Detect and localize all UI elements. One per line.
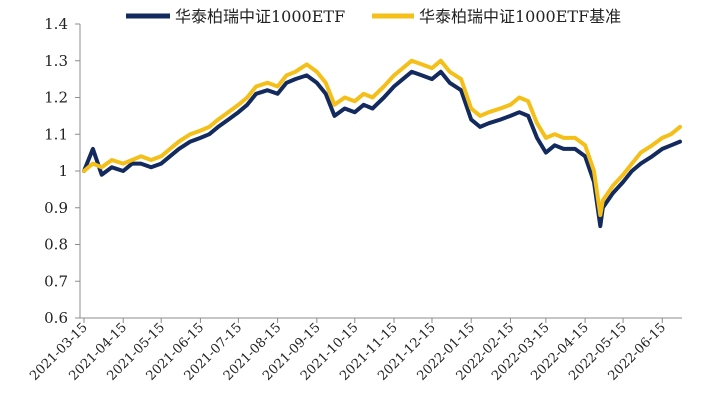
y-tick-label: 0.6 <box>44 309 68 327</box>
y-tick-label: 0.7 <box>44 272 68 290</box>
y-tick-label: 1.1 <box>44 125 68 143</box>
y-tick-label: 1.3 <box>44 52 68 70</box>
x-axis: 2021-03-152021-04-152021-05-152021-06-15… <box>27 317 682 384</box>
y-tick-label: 1 <box>58 162 68 180</box>
legend-label-1: 华泰柏瑞中证1000ETF <box>175 7 345 26</box>
y-axis: 0.6 0.7 0.8 0.9 1 1.1 1.2 1.3 1.4 <box>44 15 81 327</box>
series-line-1 <box>82 69 682 229</box>
y-tick-label: 0.8 <box>44 236 68 254</box>
y-tick-label: 1.2 <box>44 89 68 107</box>
legend-label-2: 华泰柏瑞中证1000ETF基准 <box>419 7 621 26</box>
plot-area <box>82 58 682 229</box>
y-tick-label: 1.4 <box>44 15 68 33</box>
y-tick-label: 0.9 <box>44 199 68 217</box>
series-line-2 <box>82 58 682 218</box>
chart-legend: 华泰柏瑞中证1000ETF 华泰柏瑞中证1000ETF基准 <box>126 7 621 26</box>
